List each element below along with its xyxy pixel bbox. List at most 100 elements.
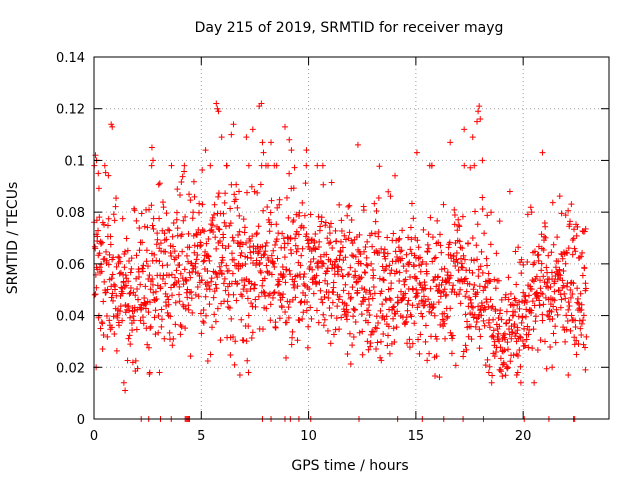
- data-point: [348, 252, 355, 259]
- data-point: [226, 222, 233, 229]
- data-point: [483, 298, 490, 305]
- data-point: [529, 345, 536, 352]
- data-point: [571, 334, 578, 341]
- data-point: [578, 320, 585, 327]
- data-point: [316, 279, 323, 286]
- data-point: [167, 313, 174, 320]
- data-point: [162, 248, 169, 255]
- data-point: [108, 121, 115, 128]
- data-point: [155, 312, 162, 319]
- data-point: [304, 344, 311, 351]
- data-point: [205, 252, 212, 259]
- data-point: [255, 293, 262, 300]
- data-point: [109, 290, 116, 297]
- data-point: [298, 298, 305, 305]
- data-point: [409, 340, 416, 347]
- data-point: [240, 216, 247, 223]
- y-tick-label: 0: [77, 413, 85, 428]
- data-point: [431, 312, 438, 319]
- data-point: [488, 209, 495, 216]
- data-point: [124, 247, 131, 254]
- data-point: [430, 301, 437, 308]
- data-point: [376, 275, 383, 282]
- data-point: [564, 317, 571, 324]
- data-point: [361, 269, 368, 276]
- data-point: [365, 346, 372, 353]
- data-point: [358, 274, 365, 281]
- data-point: [221, 275, 228, 282]
- data-point: [560, 324, 567, 331]
- data-point: [219, 257, 226, 264]
- data-point: [163, 236, 170, 243]
- data-point: [466, 267, 473, 274]
- data-point: [422, 285, 429, 292]
- data-point: [299, 245, 306, 252]
- data-point: [418, 310, 425, 317]
- data-point: [168, 252, 175, 259]
- data-point: [143, 258, 150, 265]
- data-point: [282, 279, 289, 286]
- data-point: [386, 262, 393, 269]
- data-point: [290, 217, 297, 224]
- data-point: [507, 358, 514, 365]
- data-point: [383, 263, 390, 270]
- data-point: [157, 240, 164, 247]
- data-point: [203, 240, 210, 247]
- data-point: [497, 307, 504, 314]
- data-point: [463, 288, 470, 295]
- data-point: [119, 317, 126, 324]
- data-point: [489, 372, 496, 379]
- data-point: [271, 264, 278, 271]
- data-point: [440, 317, 447, 324]
- data-point: [394, 299, 401, 306]
- data-point: [361, 248, 368, 255]
- data-point: [502, 291, 509, 298]
- data-point: [425, 231, 432, 238]
- data-point: [431, 276, 438, 283]
- data-point: [151, 314, 158, 321]
- data-point: [113, 263, 120, 270]
- data-point: [260, 207, 267, 214]
- data-point: [196, 272, 203, 279]
- data-point: [327, 258, 334, 265]
- data-point: [260, 289, 267, 296]
- data-point: [104, 222, 111, 229]
- data-point: [165, 226, 172, 233]
- data-point: [403, 251, 410, 258]
- data-point: [206, 301, 213, 308]
- data-point: [344, 309, 351, 316]
- data-point: [204, 358, 211, 365]
- data-point: [541, 338, 548, 345]
- data-point: [268, 221, 275, 228]
- data-point: [474, 289, 481, 296]
- data-point: [410, 215, 417, 222]
- data-point: [538, 260, 545, 267]
- data-point: [228, 280, 235, 287]
- data-point: [96, 214, 103, 221]
- data-point: [382, 296, 389, 303]
- data-point: [552, 264, 559, 271]
- data-point: [110, 297, 117, 304]
- data-point: [147, 325, 154, 332]
- data-point: [539, 317, 546, 324]
- data-point: [252, 303, 259, 310]
- data-point: [226, 305, 233, 312]
- data-point: [204, 279, 211, 286]
- data-point: [496, 323, 503, 330]
- data-point: [324, 280, 331, 287]
- data-point: [534, 252, 541, 259]
- data-point: [240, 286, 247, 293]
- data-point: [126, 332, 133, 339]
- data-point: [268, 139, 275, 146]
- data-point: [290, 281, 297, 288]
- data-point: [276, 315, 283, 322]
- data-point: [437, 231, 444, 238]
- data-point: [370, 267, 377, 274]
- data-point: [333, 238, 340, 245]
- data-point: [443, 291, 450, 298]
- data-point: [552, 323, 559, 330]
- data-point: [429, 305, 436, 312]
- data-point: [184, 294, 191, 301]
- data-point: [404, 307, 411, 314]
- data-point: [475, 108, 482, 115]
